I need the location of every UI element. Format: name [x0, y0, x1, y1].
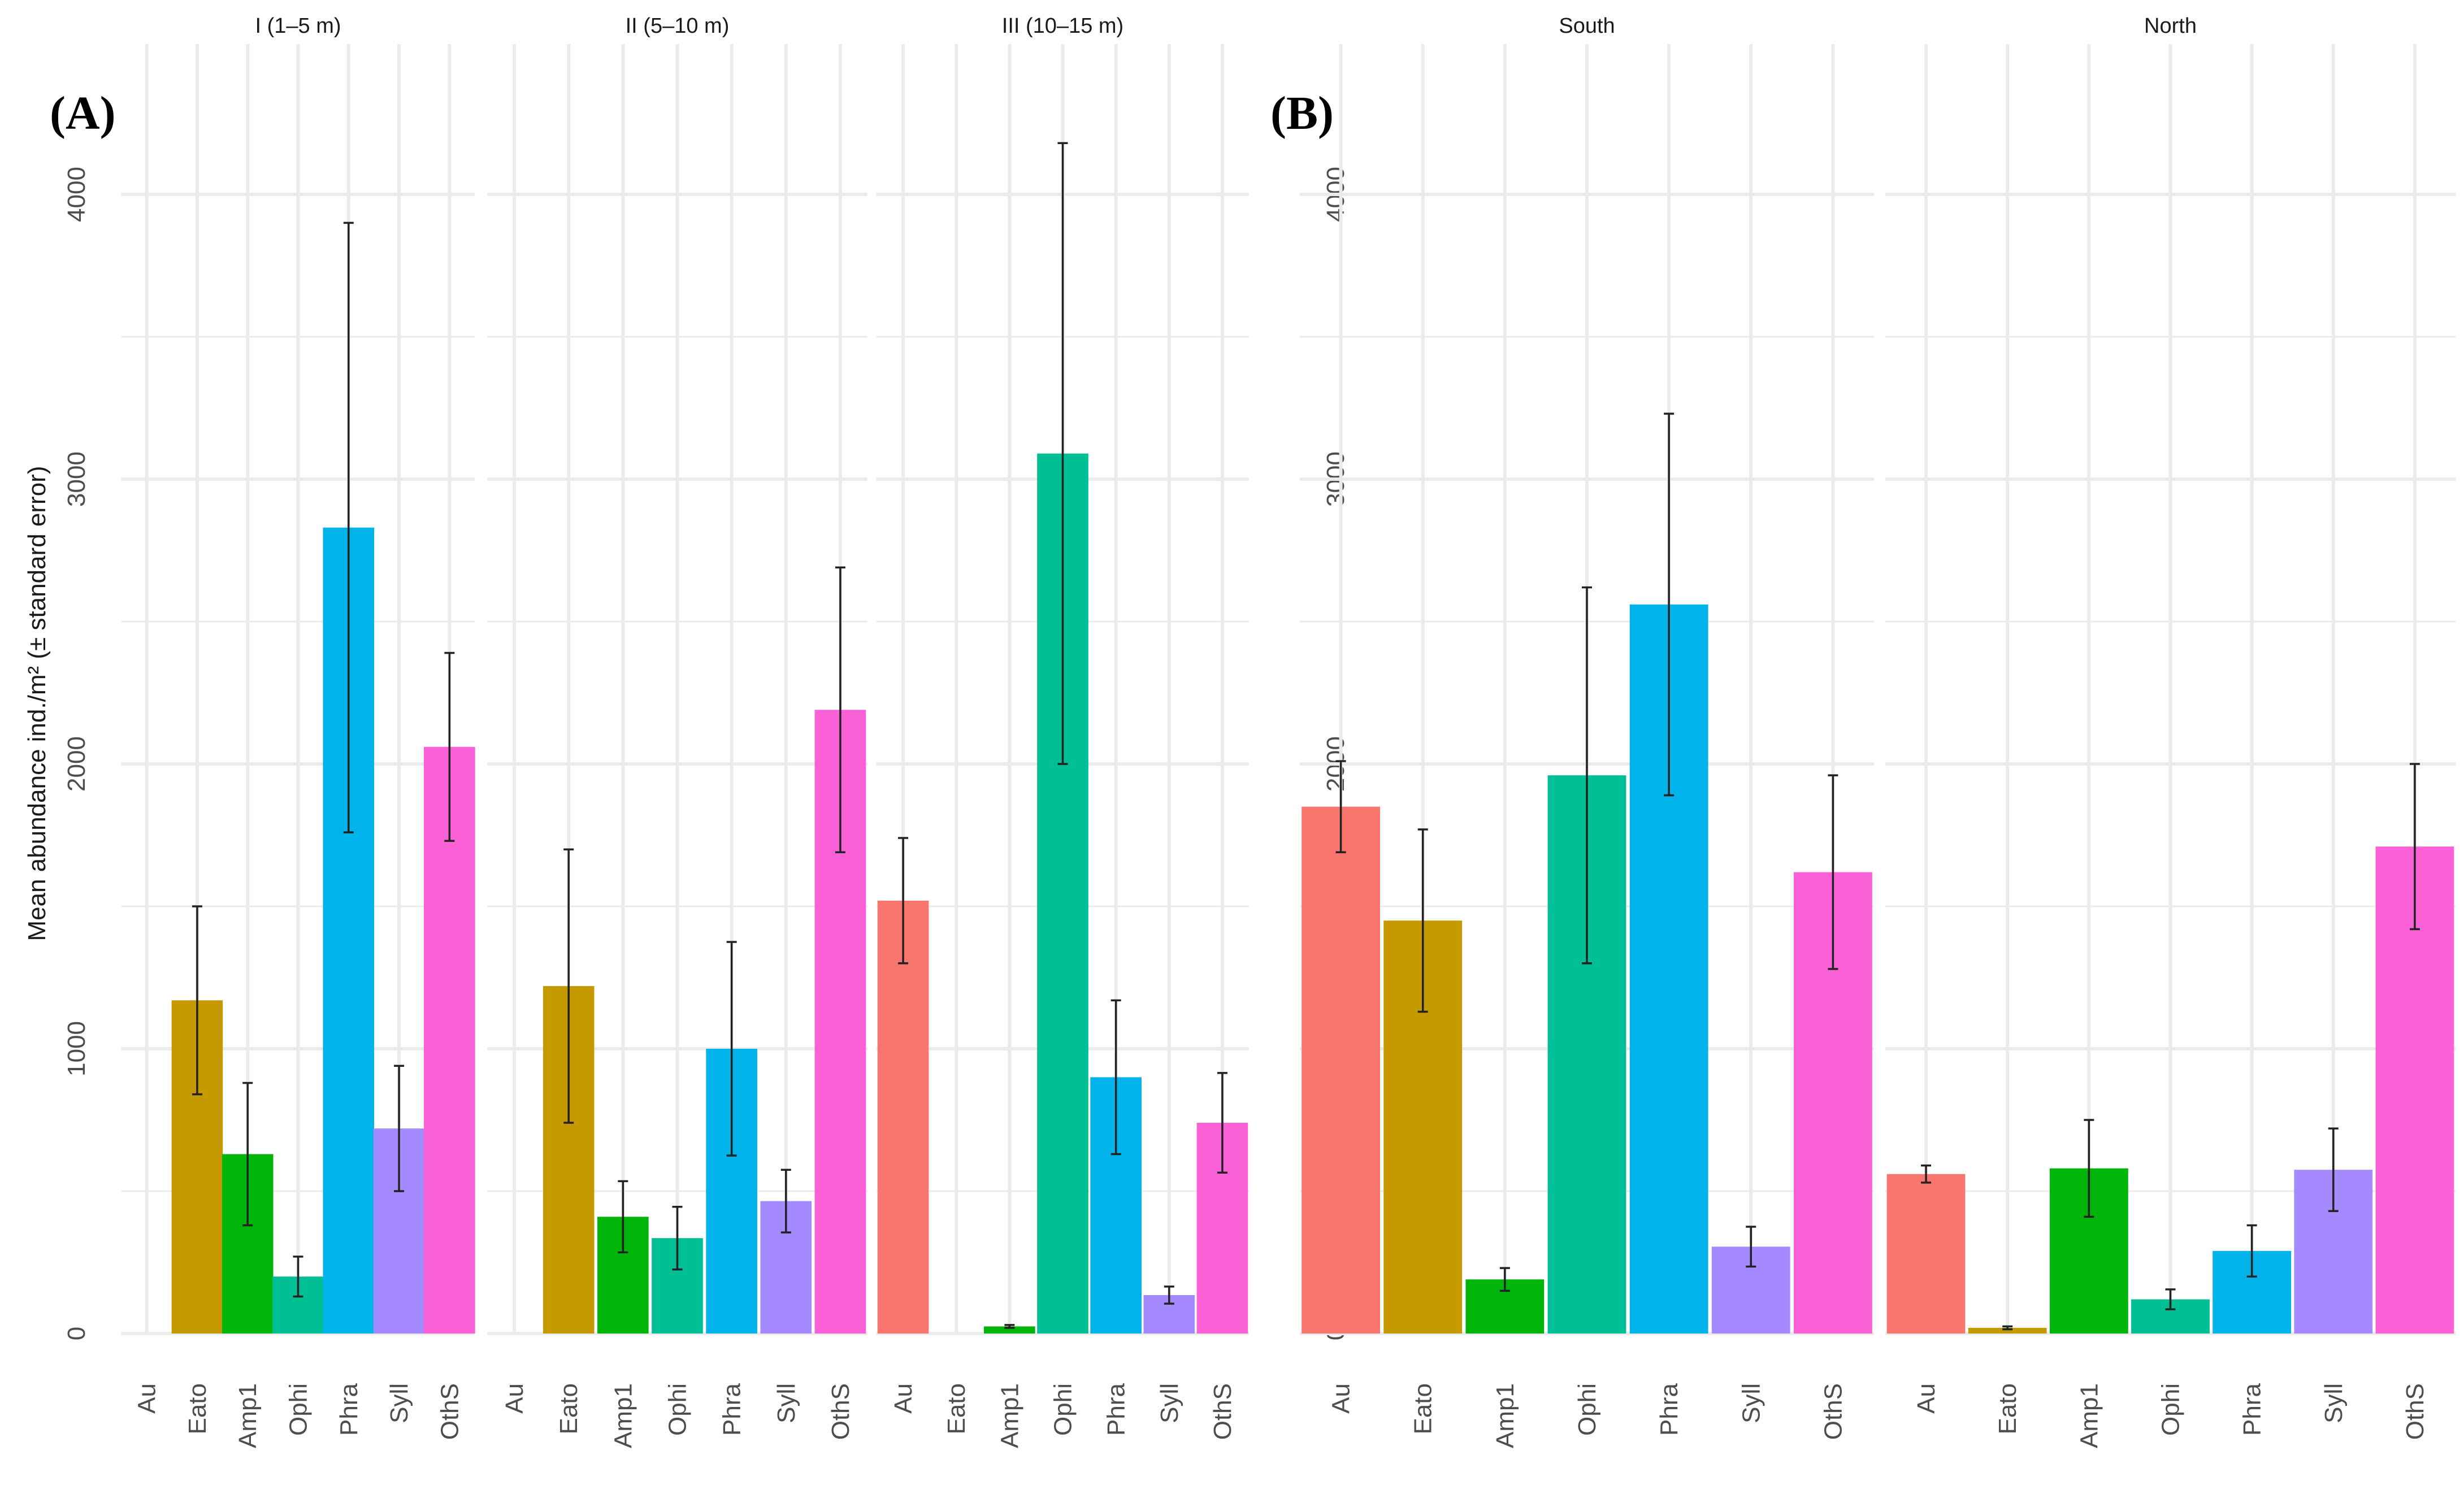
facet-strip-title: North — [2144, 14, 2197, 38]
x-tick-label-au: Au — [501, 1383, 528, 1414]
x-tick-label-au: Au — [133, 1383, 161, 1414]
bar-amp1 — [984, 1326, 1035, 1334]
x-tick-label-ophi: Ophi — [1049, 1383, 1077, 1436]
x-tick-label-oths: OthS — [1209, 1383, 1237, 1440]
y-tick-label: 2000 — [63, 736, 90, 792]
x-tick-label-ophi: Ophi — [1573, 1383, 1601, 1436]
x-tick-label-syll: Syll — [385, 1383, 413, 1423]
facet-strip-title: I (1–5 m) — [255, 14, 341, 38]
panel-label-a: (A) — [50, 87, 116, 140]
x-tick-label-eato: Eato — [1409, 1383, 1437, 1435]
x-tick-label-au: Au — [1328, 1383, 1355, 1414]
x-tick-label-au: Au — [890, 1383, 917, 1414]
y-tick-label: 4000 — [63, 167, 90, 222]
x-tick-label-amp1: Amp1 — [996, 1383, 1023, 1448]
x-tick-label-phra: Phra — [718, 1383, 746, 1435]
facet-south: South Au Eato Amp1 Ophi Phra Syll OthS — [1300, 14, 1874, 1448]
x-tick-label-oths: OthS — [436, 1383, 463, 1440]
y-axis-label: Mean abundance ind./m² (± standard error… — [23, 466, 51, 941]
bar-au — [877, 900, 929, 1334]
x-tick-label-eato: Eato — [1994, 1383, 2021, 1435]
x-tick-label-phra: Phra — [1103, 1383, 1130, 1435]
y-tick-label: 1000 — [63, 1021, 90, 1076]
plot-area: 0 1000 2000 3000 4000 I (1–5 m) Au Eato Amp1 Ophi… — [63, 14, 2456, 1448]
x-tick-label-oths: OthS — [827, 1383, 854, 1440]
y-tick-label: 3000 — [63, 451, 90, 507]
facet-strip-title: III (10–15 m) — [1002, 14, 1123, 38]
x-tick-label-ophi: Ophi — [664, 1383, 692, 1436]
panel-a: 0 1000 2000 3000 4000 I (1–5 m) Au Eato Amp1 Ophi… — [63, 14, 1249, 1448]
facet-ii-5-10-m: II (5–10 m) Au Eato Amp1 Ophi Phra Syll OthS — [487, 14, 867, 1448]
x-tick-label-oths: OthS — [2401, 1383, 2429, 1440]
x-tick-label-eato: Eato — [943, 1383, 970, 1435]
facet-north: North Au Eato Amp1 Ophi Phra Syll OthS — [1885, 14, 2456, 1448]
x-tick-label-oths: OthS — [1819, 1383, 1847, 1440]
facet-i-1-5-m: I (1–5 m) Au Eato Amp1 Ophi Phra Syll OthS — [122, 14, 475, 1448]
facet-strip-title: II (5–10 m) — [626, 14, 730, 38]
x-tick-label-eato: Eato — [184, 1383, 211, 1435]
x-tick-label-au: Au — [1912, 1383, 1940, 1414]
bar-au — [1886, 1174, 1966, 1334]
x-tick-label-syll: Syll — [1737, 1383, 1765, 1423]
x-tick-label-phra: Phra — [1655, 1383, 1683, 1435]
bar-eato — [1968, 1327, 2047, 1334]
bar-oths — [424, 746, 475, 1334]
facet-strip-title: South — [1559, 14, 1615, 38]
facet-iii-10-15-m: III (10–15 m) Au Eato Amp1 Ophi Phra Syll OthS — [877, 14, 1249, 1448]
y-tick-label: 0 — [63, 1327, 90, 1340]
x-tick-label-amp1: Amp1 — [609, 1383, 637, 1448]
x-tick-label-ophi: Ophi — [285, 1383, 313, 1436]
x-tick-label-amp1: Amp1 — [1491, 1383, 1519, 1448]
x-tick-label-phra: Phra — [2239, 1383, 2266, 1435]
x-tick-label-phra: Phra — [335, 1383, 363, 1435]
bar-au — [1302, 806, 1380, 1334]
x-tick-label-syll: Syll — [773, 1383, 800, 1423]
x-tick-label-amp1: Amp1 — [2075, 1383, 2103, 1448]
panel-label-b: (B) — [1270, 87, 1334, 140]
x-tick-label-ophi: Ophi — [2157, 1383, 2185, 1436]
panel-b: 01000200030004000SouthAuEatoAmp1OphiPhra… — [1300, 14, 2456, 1448]
x-tick-label-amp1: Amp1 — [234, 1383, 262, 1448]
x-tick-label-eato: Eato — [555, 1383, 583, 1435]
x-tick-label-syll: Syll — [2320, 1383, 2348, 1423]
x-tick-label-syll: Syll — [1156, 1383, 1183, 1423]
